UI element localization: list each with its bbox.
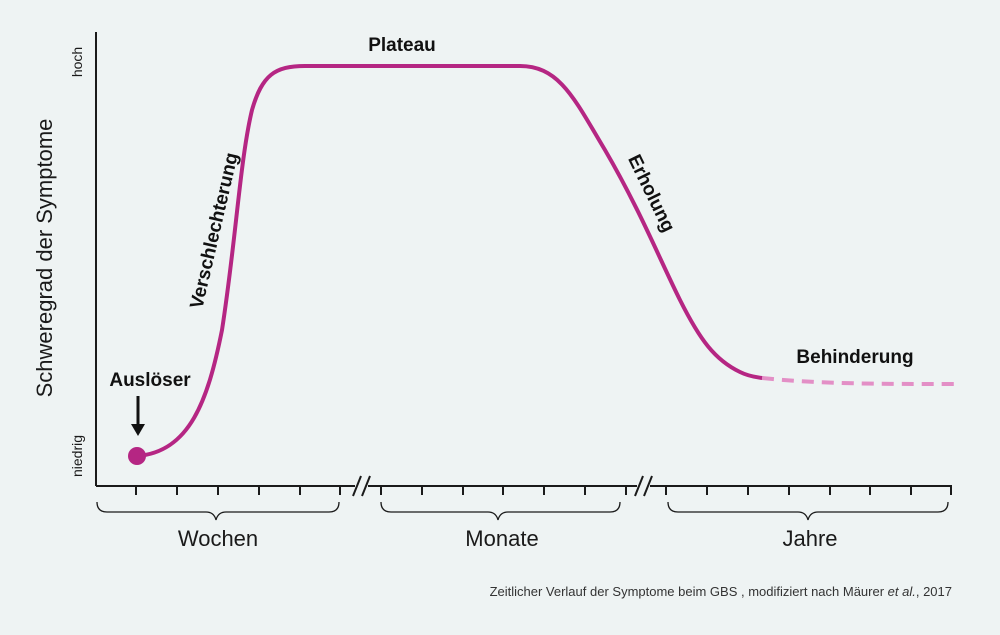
phase-label-disability: Behinderung <box>796 347 913 368</box>
caption-year: , 2017 <box>916 584 952 599</box>
figure-caption: Zeitlicher Verlauf der Symptome beim GBS… <box>490 584 952 599</box>
y-axis-low-label: niedrig <box>69 435 85 477</box>
phase-label-trigger: Auslöser <box>109 370 191 391</box>
disability-dashed-curve <box>761 376 956 386</box>
trigger-point <box>128 447 146 465</box>
y-axis-high-label: hoch <box>69 47 85 77</box>
x-axis-ticks <box>135 486 952 495</box>
brace-years <box>667 501 949 521</box>
brace-months <box>380 501 621 521</box>
phase-label-recovery: Erholung <box>623 152 678 236</box>
caption-italic: et al. <box>888 584 916 599</box>
axis-break-1 <box>352 475 371 497</box>
trigger-arrow-icon <box>131 396 145 436</box>
brace-weeks <box>96 501 340 521</box>
x-group-label-weeks: Wochen <box>178 526 258 551</box>
axis-break-2 <box>634 475 653 497</box>
caption-text: Zeitlicher Verlauf der Symptome beim GBS… <box>490 584 888 599</box>
symptom-curve <box>135 64 764 458</box>
phase-label-plateau: Plateau <box>368 35 436 56</box>
x-group-label-years: Jahre <box>782 526 837 551</box>
x-group-label-months: Monate <box>465 526 538 551</box>
y-axis-title: Schweregrad der Symptome <box>32 119 57 398</box>
